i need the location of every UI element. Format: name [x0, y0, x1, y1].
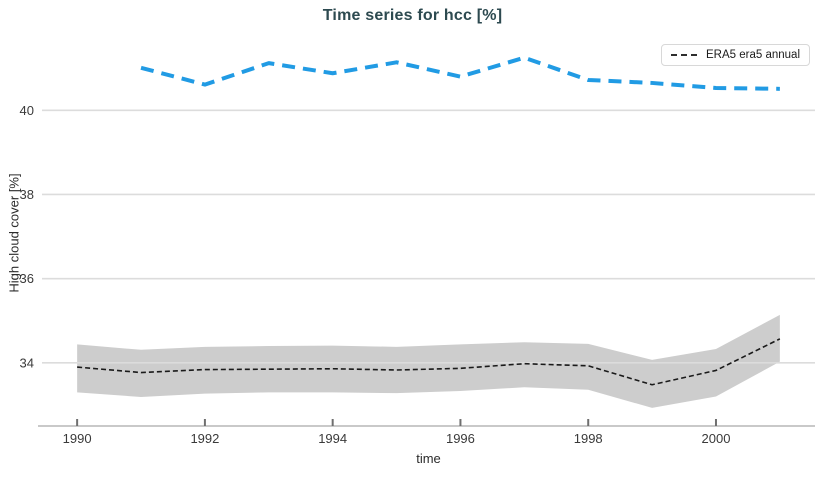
legend[interactable]: ERA5 era5 annual: [661, 44, 810, 66]
legend-dashed-line-icon: [671, 54, 698, 56]
uncertainty-band-era5-era5-annual: [77, 314, 780, 408]
y-axis-title: High cloud cover [%]: [6, 173, 22, 293]
series-line-blue-dashed: [140, 55, 780, 91]
x-tick-label-1992: 1992: [190, 431, 219, 446]
y-tick-label-40: 40: [20, 103, 34, 118]
y-tick-label-38: 38: [20, 187, 34, 202]
x-tick-label-1990: 1990: [63, 431, 92, 446]
chart-title: Time series for hcc [%]: [322, 7, 503, 24]
x-axis-title: time: [416, 451, 441, 466]
y-tick-label-36: 36: [20, 271, 34, 286]
x-tick-label-2000: 2000: [702, 431, 731, 446]
x-tick-label-1996: 1996: [446, 431, 475, 446]
y-tick-label-34: 34: [20, 355, 34, 370]
x-tick-label-1998: 1998: [574, 431, 603, 446]
legend-label: ERA5 era5 annual: [706, 49, 800, 61]
x-tick-label-1994: 1994: [318, 431, 347, 446]
